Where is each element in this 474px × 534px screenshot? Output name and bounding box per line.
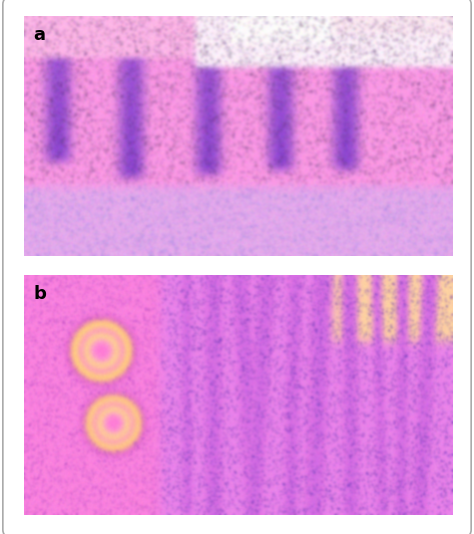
- Text: a: a: [33, 26, 45, 44]
- Text: b: b: [33, 285, 46, 303]
- FancyBboxPatch shape: [3, 0, 471, 534]
